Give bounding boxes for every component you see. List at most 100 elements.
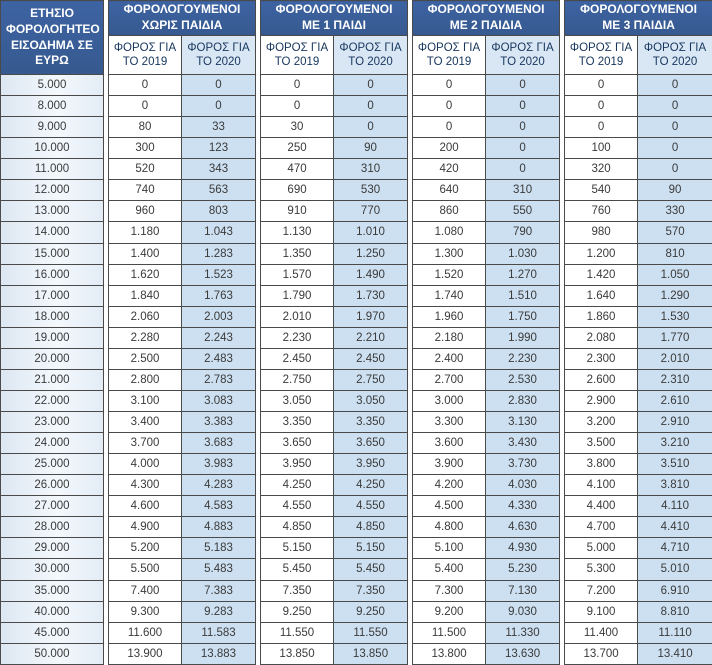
tax-2020-cell: 310: [333, 158, 409, 181]
tax-2020-cell: 1.010: [333, 221, 409, 244]
tax-2020-cell: 9.030: [485, 600, 561, 623]
tax-2020-cell: 1.290: [637, 284, 712, 307]
tax-2020-cell: 2.450: [333, 347, 409, 370]
tax-2019-cell: 3.200: [564, 410, 639, 434]
column-gap: [559, 474, 565, 496]
column-gap: [559, 390, 565, 412]
column-gap: [255, 453, 261, 475]
tax-2019-cell: 470: [260, 158, 335, 181]
tax-2020-cell: 0: [333, 73, 409, 97]
income-cell: 5.000: [0, 73, 104, 97]
tax-2019-cell: 2.450: [260, 347, 335, 370]
column-gap: [103, 285, 109, 307]
column-gap: [255, 643, 261, 665]
tax-2020-cell: 7.130: [485, 579, 561, 602]
table-row: 15.000 1.400 1.283 1.350 1.250 1.300 1.030 1.20…: [0, 242, 712, 265]
column-gap: [103, 348, 109, 370]
column-gap: [407, 158, 413, 180]
tax-2020-cell: 1.990: [485, 326, 561, 349]
tax-2020-cell: 2.483: [180, 347, 257, 370]
tax-2019-cell: 2.080: [564, 326, 639, 349]
column-gap: [559, 306, 565, 328]
tax-2020-cell: 1.050: [637, 263, 712, 286]
tax-2020-cell: 1.750: [485, 305, 561, 328]
column-gap: [559, 327, 565, 349]
tax-2019-cell: 4.100: [564, 474, 639, 497]
tax-2019-cell: 1.640: [564, 284, 639, 307]
column-gap: [407, 516, 413, 538]
table-row: 9.000 80 33 30 0 0 0 0 0: [0, 116, 712, 139]
tax-2020-cell: 4.330: [485, 495, 561, 518]
tax-2019-cell: 0: [412, 116, 487, 139]
tax-2020-cell: 790: [485, 221, 561, 244]
income-cell: 17.000: [0, 284, 104, 307]
column-gap: [407, 221, 413, 243]
column-gap: [255, 137, 261, 159]
income-cell: 9.000: [0, 116, 104, 139]
column-gap: [407, 474, 413, 496]
tax-2020-cell: 810: [637, 242, 712, 265]
column-gap: [407, 432, 413, 454]
tax-2019-cell: 9.100: [564, 600, 639, 623]
tax-2020-cell: 4.283: [180, 474, 257, 497]
tax-2019-cell: 4.700: [564, 516, 639, 539]
column-gap: [103, 137, 109, 159]
tax-2020-cell: 0: [637, 95, 712, 118]
tax-2019-cell: 5.450: [260, 558, 335, 581]
column-gap: [407, 74, 413, 96]
tax-2019-cell: 1.570: [260, 263, 335, 286]
column-gap: [407, 537, 413, 559]
column-gap: [103, 516, 109, 538]
tax-2019-cell: 3.300: [412, 410, 487, 434]
income-cell: 50.000: [0, 642, 104, 665]
column-gap: [407, 390, 413, 412]
table-row: 8.000 0 0 0 0 0 0 0 0: [0, 95, 712, 118]
tax-2019-cell: 4.250: [260, 474, 335, 497]
tax-2019-cell: 1.130: [260, 221, 335, 244]
income-cell: 18.000: [0, 305, 104, 328]
tax-2020-cell: 5.183: [180, 537, 257, 560]
income-cell: 26.000: [0, 474, 104, 497]
tax-2020-cell: 2.610: [637, 389, 712, 413]
column-gap: [255, 537, 261, 559]
income-cell: 24.000: [0, 432, 104, 455]
tax-2019-cell: 3.500: [564, 432, 639, 455]
column-gap: [559, 95, 565, 117]
tax-2019-cell: 4.850: [260, 516, 335, 539]
tax-2019-cell: 0: [260, 95, 335, 118]
tax-2019-cell: 5.200: [108, 537, 182, 560]
column-gap: [559, 580, 565, 602]
table-row: 12.000 740 563 690 530 640 310 540 90: [0, 179, 712, 202]
group-header-row: ΕΤΗΣΙΟ ΦΟΡΟΛΟΓΗΤΕΟ ΕΙΣΟΔΗΜΑ ΣΕ ΕΥΡΩ ΦΟΡΟ…: [0, 0, 712, 75]
tax-2020-cell: 5.010: [637, 558, 712, 581]
tax-2019-cell: 2.800: [108, 368, 182, 391]
tax-2020-cell: 0: [333, 95, 409, 118]
tax-2019-cell: 2.230: [260, 326, 335, 349]
subheader-tax-2020: ΦΟΡΟΣ ΓΙΑ ΤΟ 2020: [333, 35, 409, 75]
tax-2019-cell: 1.620: [108, 263, 182, 286]
tax-2020-cell: 1.530: [637, 305, 712, 328]
tax-2019-cell: 2.400: [412, 347, 487, 370]
tax-2019-cell: 0: [564, 73, 639, 97]
tax-2020-cell: 1.283: [180, 242, 257, 265]
income-cell: 12.000: [0, 179, 104, 202]
tax-2019-cell: 0: [260, 73, 335, 97]
table-row: 20.000 2.500 2.483 2.450 2.450 2.400 2.230 2.30…: [0, 347, 712, 370]
column-gap: [103, 327, 109, 349]
tax-2019-cell: 520: [108, 158, 182, 181]
tax-2020-cell: 2.750: [333, 368, 409, 391]
column-gap: [407, 35, 413, 75]
column-gap: [255, 327, 261, 349]
tax-2019-cell: 0: [564, 95, 639, 118]
column-gap: [559, 411, 565, 433]
tax-2019-cell: 320: [564, 158, 639, 181]
column-gap: [559, 453, 565, 475]
tax-2019-cell: 1.960: [412, 305, 487, 328]
income-cell: 28.000: [0, 516, 104, 539]
column-gap: [559, 601, 565, 623]
tax-2020-cell: 33: [180, 116, 257, 139]
column-gap: [559, 348, 565, 370]
tax-2020-cell: 4.930: [485, 537, 561, 560]
tax-2020-cell: 3.730: [485, 453, 561, 476]
column-gap: [407, 200, 413, 222]
